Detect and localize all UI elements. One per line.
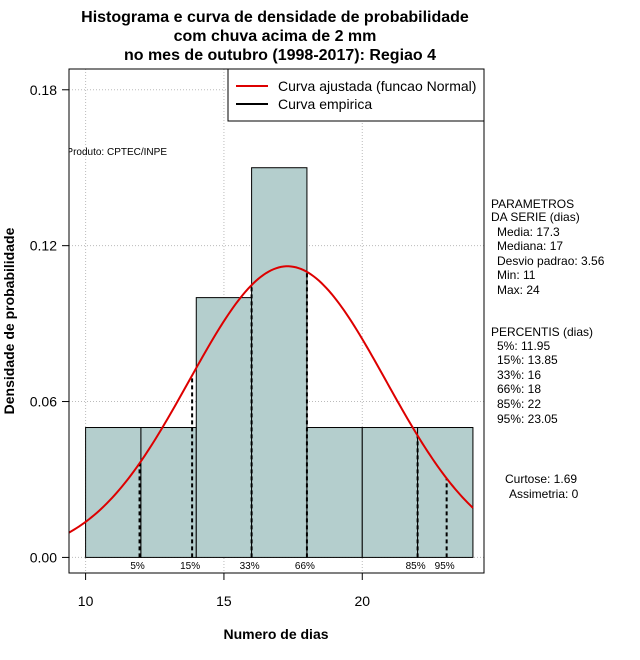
param-mediana: Mediana: 17	[497, 239, 563, 253]
histogram-bar-1	[85, 427, 142, 558]
chart-title-line-3: no mes de outubro (1998-2017): Regiao 4	[124, 47, 436, 64]
y-tick-label: 0.00	[30, 549, 57, 565]
stat-assimetria: Assimetria: 0	[509, 487, 579, 501]
normal-fit-curve	[69, 265, 474, 534]
percentil-66: 66%: 18	[497, 382, 541, 396]
histogram-bar-3	[195, 297, 253, 558]
histogram-bar-6	[361, 427, 419, 558]
histogram-bar-5	[306, 427, 363, 558]
x-axis-label: Numero de dias	[223, 626, 328, 642]
x-tick-label: 10	[78, 593, 94, 609]
percentil-5: 5%: 11.95	[497, 339, 550, 353]
percentile-tick-label-85: 85%	[406, 561, 426, 572]
parameters-header-1: PARAMETROS	[491, 197, 574, 211]
source-note: Produto: CPTEC/INPE	[66, 147, 167, 158]
legend-box	[227, 68, 485, 122]
stat-curtose: Curtose: 1.69	[505, 472, 577, 486]
y-tick-label: 0.06	[30, 394, 57, 410]
y-axis-label: Densidade de probabilidade	[1, 227, 17, 414]
percentile-tick-label-33: 33%	[240, 561, 260, 572]
legend-label-fit: Curva ajustada (funcao Normal)	[278, 78, 476, 94]
param-min: Min: 11	[497, 268, 536, 282]
legend: Curva ajustada (funcao Normal) Curva emp…	[227, 68, 485, 122]
x-tick-label: 15	[216, 593, 232, 609]
parameters-header-2: DA SERIE (dias)	[491, 210, 580, 224]
percentil-95: 95%: 23.05	[497, 412, 558, 426]
normal-curve-layer	[69, 265, 474, 534]
y-tick-label: 0.12	[30, 238, 57, 254]
chart-title-line-1: Histograma e curva de densidade de proba…	[81, 9, 469, 26]
percentil-33: 33%: 16	[497, 368, 541, 382]
percentis-panel: PERCENTIS (dias) 5%: 11.95 15%: 13.85 33…	[491, 325, 593, 426]
axes: 10 15 20 0.00 0.06 0.12 0.18	[30, 82, 371, 609]
percentile-tick-label-15: 15%	[180, 561, 200, 572]
percentile-lines: 5% 15% 33% 66% 85% 95%	[130, 271, 455, 572]
parameters-panel: PARAMETROS DA SERIE (dias) Media: 17.3 M…	[491, 197, 605, 297]
histogram-bars	[85, 167, 474, 558]
x-tick-label: 20	[354, 593, 370, 609]
percentil-15: 15%: 13.85	[497, 353, 558, 367]
y-tick-label: 0.18	[30, 82, 57, 98]
chart-title-line-2: com chuva acima de 2 mm	[174, 28, 377, 45]
percentile-tick-label-95: 95%	[435, 561, 455, 572]
percentile-tick-label-5: 5%	[130, 561, 145, 572]
param-desvio: Desvio padrao: 3.56	[497, 254, 605, 268]
percentis-header: PERCENTIS (dias)	[491, 325, 593, 339]
histogram-bar-2	[140, 427, 197, 558]
param-max: Max: 24	[497, 283, 540, 297]
percentile-tick-label-66: 66%	[295, 561, 315, 572]
param-media: Media: 17.3	[497, 225, 560, 239]
percentil-85: 85%: 22	[497, 397, 541, 411]
histogram-bar-4	[251, 167, 308, 558]
legend-label-empirical: Curva empirica	[278, 96, 372, 112]
